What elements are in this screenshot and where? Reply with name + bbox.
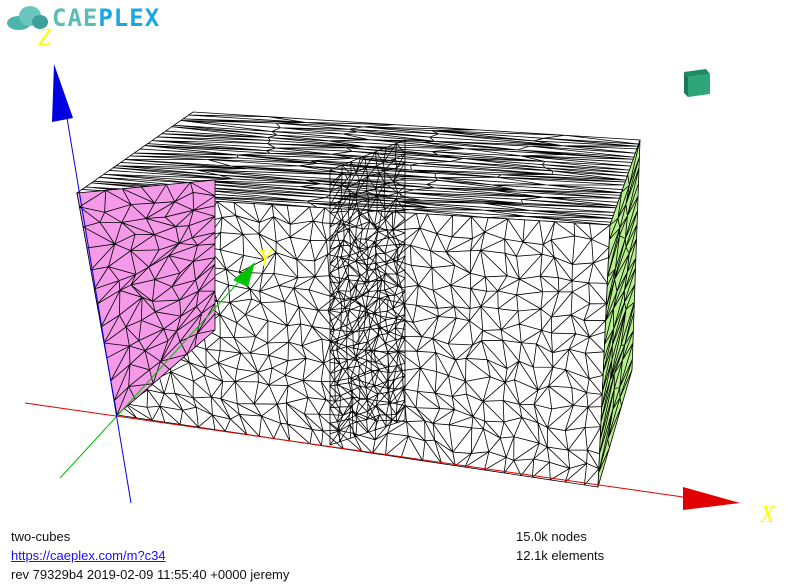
- logo-text-plex: PLEX: [98, 4, 161, 32]
- revision-info: rev 79329b4 2019-02-09 11:55:40 +0000 je…: [11, 567, 290, 582]
- model-name: two-cubes: [11, 529, 71, 544]
- caeplex-logo[interactable]: CAEPLEX: [6, 4, 160, 32]
- model-info: two-cubes https://caeplex.com/m?c34 rev …: [11, 527, 289, 584]
- x-axis: [24, 402, 691, 499]
- z-axis-label: Z: [38, 25, 52, 51]
- y-axis-positive: [117, 274, 246, 416]
- element-count: 12.1k elements: [516, 548, 605, 563]
- x-axis-label: X: [759, 502, 776, 528]
- x-axis-arrow: [683, 487, 740, 510]
- mesh-stats: 15.0k nodes 12.1k elements: [516, 527, 604, 565]
- z-axis-arrow: [52, 64, 73, 122]
- node-count: 15.0k nodes: [516, 529, 587, 544]
- z-axis: [66, 117, 132, 504]
- mesh-right-face-wireframe: [597, 139, 641, 488]
- y-axis: [59, 414, 119, 479]
- view-cube[interactable]: [682, 66, 712, 98]
- mesh: [75, 111, 641, 488]
- logo-text-cae: CAE: [52, 4, 99, 32]
- cloud-icon: [7, 6, 48, 30]
- y-axis-label: Y: [258, 246, 274, 272]
- y-axis-arrow: [233, 262, 255, 287]
- model-link[interactable]: https://caeplex.com/m?c34: [11, 548, 166, 563]
- mesh-interface-wireframe: [329, 139, 406, 446]
- mesh-left-section-wireframe: [76, 179, 216, 416]
- axes-triad: X Y Z: [24, 25, 776, 528]
